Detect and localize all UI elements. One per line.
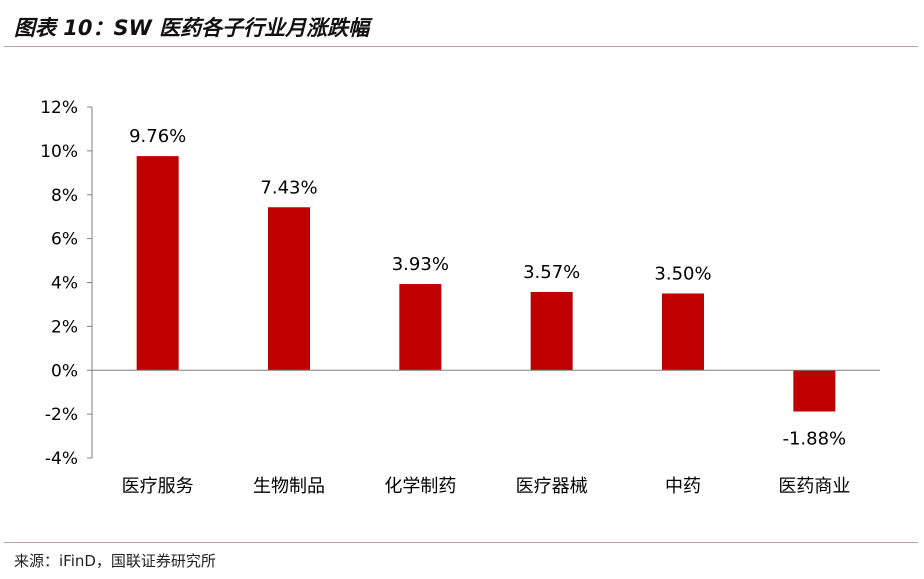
y-tick-label: 12% — [40, 98, 78, 118]
bar — [399, 284, 442, 371]
x-tick-label: 医疗器械 — [516, 476, 588, 497]
x-tick-label: 化学制药 — [384, 476, 456, 497]
y-tick-label: 10% — [40, 142, 78, 162]
x-tick-label: 医疗服务 — [122, 476, 194, 497]
x-tick-label: 中药 — [665, 476, 701, 497]
source-note: 来源：iFinD，国联证券研究所 — [14, 552, 216, 570]
top-rule — [4, 46, 918, 47]
bar-value-label: -1.88% — [782, 428, 846, 449]
x-axis: 医疗服务 生物制品 化学制药 医疗器械 中药 医药商业 — [92, 369, 880, 497]
x-tick-label: 医药商业 — [778, 476, 850, 497]
bar-value-label: 3.50% — [654, 263, 711, 284]
chart-title: 图表 10：SW 医药各子行业月涨跌幅 — [14, 16, 370, 40]
bars: 9.76% 7.43% 3.93% 3.57% 3.50% -1.88% — [129, 126, 846, 449]
y-tick-label: 2% — [51, 317, 78, 337]
bar — [662, 293, 704, 371]
y-tick-label: 0% — [51, 361, 78, 381]
bar — [530, 291, 573, 371]
y-tick-label: 8% — [51, 186, 78, 206]
y-axis: -4% -2% 0% 2% 4% 6% 8% 10% 12% — [40, 98, 93, 469]
y-tick-label: 6% — [51, 230, 78, 250]
y-tick-label: 4% — [51, 274, 78, 294]
bar — [136, 156, 179, 371]
x-tick-label: 生物制品 — [253, 476, 325, 497]
bar — [268, 207, 310, 371]
bar-value-label: 7.43% — [260, 177, 317, 198]
bar — [793, 370, 836, 412]
y-tick-label: -4% — [45, 449, 78, 469]
bar-value-label: 3.93% — [392, 254, 449, 275]
bar-value-label: 3.57% — [523, 262, 580, 283]
bar-value-label: 9.76% — [129, 126, 186, 147]
y-tick-label: -2% — [45, 405, 78, 425]
bottom-rule — [4, 542, 918, 543]
